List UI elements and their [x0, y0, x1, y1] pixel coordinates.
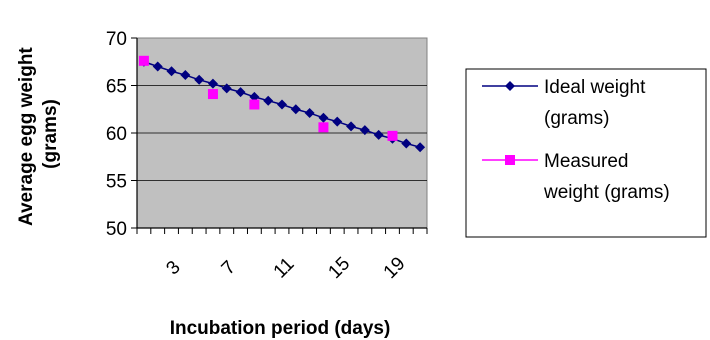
- legend-marker: [505, 81, 515, 91]
- legend-item: Ideal weight (grams): [482, 77, 646, 129]
- data-point: [221, 83, 232, 94]
- data-point: [249, 99, 260, 110]
- data-point: [207, 78, 218, 89]
- data-point: [346, 121, 357, 132]
- series-layer: [138, 55, 426, 153]
- data-point: [373, 129, 384, 140]
- data-point: [249, 91, 260, 102]
- x-tick-label: 11: [270, 254, 299, 283]
- y-tick-label: 65: [106, 77, 127, 98]
- x-tick-label: 3: [162, 257, 184, 279]
- data-point: [290, 104, 301, 115]
- x-tick-label: 7: [218, 257, 240, 279]
- data-point: [235, 87, 246, 98]
- legend-item: Measured weight (grams): [482, 151, 670, 203]
- legend-box: [465, 68, 707, 238]
- legend-label: Measured weight (grams): [543, 151, 670, 203]
- y-tick-label: 50: [106, 219, 127, 240]
- x-tick-labels: 3 7 11 15 19: [162, 253, 409, 283]
- y-axis-title: Average egg weight (grams): [16, 42, 61, 226]
- data-point: [318, 112, 329, 123]
- data-point: [359, 125, 370, 136]
- data-point: [166, 66, 177, 77]
- axes: [131, 37, 428, 234]
- data-point: [194, 74, 205, 85]
- series-measured-weight: [138, 55, 398, 141]
- legend-marker: [505, 155, 515, 165]
- y-tick-labels: 50 55 60 65 70: [106, 29, 127, 240]
- y-tick-label: 60: [106, 124, 127, 145]
- data-point: [152, 61, 163, 72]
- x-tick-label: 15: [324, 253, 354, 283]
- data-point: [332, 116, 343, 127]
- data-point: [387, 130, 398, 141]
- data-point: [401, 138, 412, 149]
- data-point: [318, 122, 329, 133]
- y-tick-label: 70: [106, 29, 127, 50]
- x-axis-title: Incubation period (days): [170, 318, 391, 339]
- legend-label: Ideal weight (grams): [544, 77, 646, 129]
- data-point: [180, 70, 191, 81]
- data-point: [263, 95, 274, 106]
- y-tick-label: 55: [106, 172, 127, 193]
- data-point: [415, 142, 426, 153]
- data-point: [207, 89, 218, 100]
- x-tick-label: 19: [380, 253, 410, 283]
- legend: Ideal weight (grams) Measured weight (grams…: [465, 68, 707, 238]
- data-point: [277, 99, 287, 110]
- data-point: [304, 108, 315, 119]
- data-point: [138, 55, 149, 66]
